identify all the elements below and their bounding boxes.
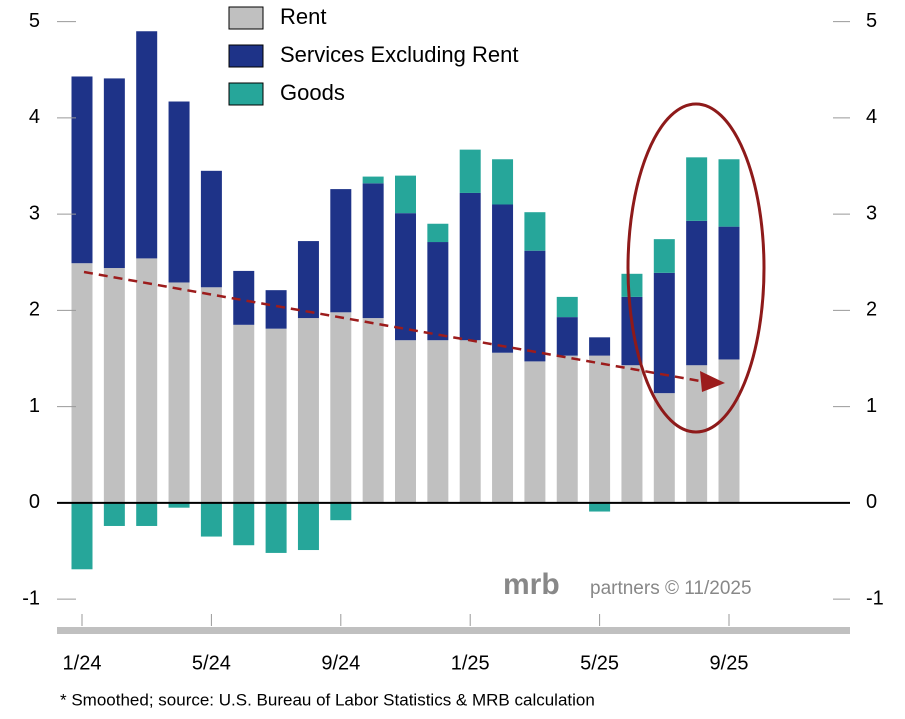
x-tick-label: 9/25 (710, 652, 749, 674)
x-tick-label: 5/25 (580, 652, 619, 674)
bar (200, 170, 222, 288)
y2-tick-label: 4 (866, 106, 877, 128)
arrow-head (700, 371, 725, 392)
bar (395, 340, 416, 503)
bar (71, 263, 93, 503)
bar (200, 287, 222, 503)
bar (556, 355, 578, 503)
y-tick-label: 3 (29, 202, 40, 224)
bar (718, 159, 740, 227)
bar (395, 175, 416, 214)
y-tick-label: 1 (29, 395, 40, 417)
bar (653, 272, 675, 394)
bar (492, 204, 514, 353)
bar (330, 502, 352, 521)
bar (589, 355, 611, 503)
bar (589, 337, 611, 356)
highlight-ellipse (626, 102, 766, 434)
bar (459, 192, 481, 341)
legend-label: Goods (280, 80, 345, 105)
bar (297, 318, 319, 503)
legend-swatch (228, 82, 264, 106)
bar (589, 502, 611, 512)
bar (168, 502, 190, 508)
x-tick-label: 5/24 (192, 652, 231, 674)
bar (168, 282, 190, 503)
y2-tick-label: 2 (866, 299, 877, 321)
x-tick-label: 1/24 (63, 652, 102, 674)
bar (362, 176, 384, 184)
y-tick-label: 4 (29, 106, 40, 128)
bar (265, 328, 287, 503)
bar (265, 502, 287, 553)
bar (200, 502, 222, 537)
legend-label: Rent (280, 4, 326, 29)
y-tick-label: -1 (22, 587, 40, 609)
bar (492, 352, 514, 503)
bar (71, 76, 93, 264)
footnote: * Smoothed; source: U.S. Bureau of Labor… (60, 690, 595, 709)
bar (71, 502, 93, 570)
bar (233, 324, 255, 503)
legend-label: Services Excluding Rent (280, 42, 518, 67)
bar (265, 290, 287, 329)
bar (459, 340, 481, 503)
bar (362, 318, 384, 503)
bar (621, 273, 643, 297)
bar (492, 159, 514, 205)
bar (556, 317, 578, 356)
y-tick-label: 2 (29, 299, 40, 321)
bar (459, 149, 481, 193)
logo-suffix: partners © 11/2025 (590, 578, 752, 599)
y2-tick-label: 0 (866, 491, 877, 513)
bar (233, 270, 255, 325)
bar (330, 312, 352, 503)
bar (686, 157, 708, 221)
legend-swatch (228, 44, 264, 68)
bar (524, 250, 546, 362)
bar (427, 340, 449, 503)
y2-tick-label: 3 (866, 202, 877, 224)
bar (103, 78, 125, 269)
bar (427, 223, 449, 243)
bar (297, 241, 319, 319)
logo: mrb (503, 568, 560, 601)
bar (136, 502, 158, 526)
bar (686, 365, 708, 503)
x-tick-label: 9/24 (321, 652, 360, 674)
bar (103, 268, 125, 503)
y2-tick-label: 1 (866, 395, 877, 417)
y2-tick-label: 5 (866, 10, 877, 32)
bar (395, 213, 416, 341)
bar (524, 361, 546, 503)
bar (297, 502, 319, 551)
bar (103, 502, 125, 526)
bar (427, 242, 449, 341)
bar (653, 393, 675, 503)
bar (136, 31, 158, 259)
bar (330, 189, 352, 313)
x-axis-band (57, 627, 850, 634)
y2-tick-label: -1 (866, 587, 884, 609)
bar (718, 359, 740, 503)
x-tick-label: 1/25 (451, 652, 490, 674)
bar (168, 101, 190, 283)
bar (718, 226, 740, 360)
legend-swatch (228, 6, 264, 30)
bar (621, 365, 643, 503)
bar (653, 239, 675, 273)
bar (362, 183, 384, 319)
bar (686, 220, 708, 366)
y-tick-label: 0 (29, 491, 40, 513)
y-tick-label: 5 (29, 10, 40, 32)
bar (524, 212, 546, 251)
bar (556, 296, 578, 318)
bar (136, 258, 158, 503)
bar (233, 502, 255, 546)
